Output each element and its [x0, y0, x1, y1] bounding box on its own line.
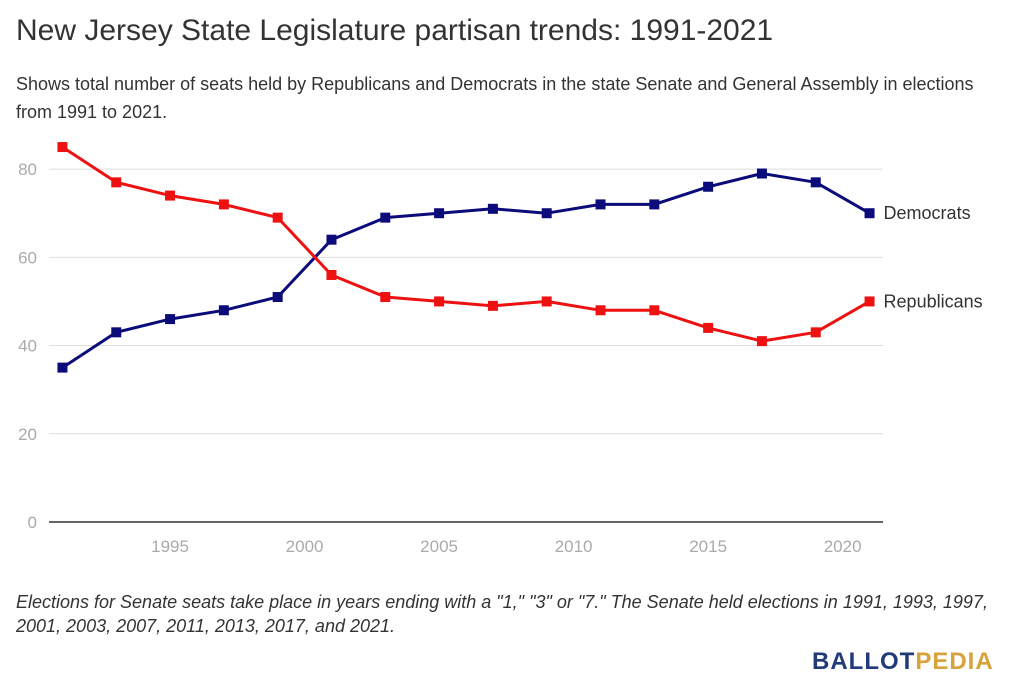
democrats-line	[61, 172, 871, 369]
democrats-point	[165, 314, 176, 325]
line-chart: 0 20 40 60 80 1995 2000 2005 2010 2015 2020 Democra…	[18, 142, 983, 556]
y-tick-label: 20	[18, 425, 37, 444]
democrats-point	[380, 212, 391, 223]
republicans-point	[326, 269, 337, 280]
republicans-point	[272, 212, 283, 223]
democrats-point	[434, 208, 445, 219]
republicans-point	[111, 177, 122, 188]
x-tick-label: 2000	[286, 537, 324, 556]
republicans-point	[756, 336, 767, 347]
x-tick-label: 2005	[420, 537, 458, 556]
republicans-point	[380, 292, 391, 303]
democrats-point	[272, 292, 283, 303]
republicans-point	[57, 142, 68, 153]
democrats-point	[703, 181, 714, 192]
democrats-point	[111, 327, 122, 338]
logo-part-pedia: PEDIA	[915, 648, 994, 675]
democrats-series-label: Democrats	[884, 203, 971, 223]
footnote: Elections for Senate seats take place in…	[16, 592, 988, 636]
republicans-point	[595, 305, 606, 316]
chart-subtitle: Shows total number of seats held by Repu…	[16, 74, 974, 122]
republicans-series-label: Republicans	[884, 291, 983, 311]
democrats-point	[487, 203, 498, 214]
republicans-point	[165, 190, 176, 201]
republicans-point	[703, 322, 714, 333]
republicans-point	[649, 305, 660, 316]
x-tick-label: 2015	[689, 537, 727, 556]
x-tick-label: 2020	[824, 537, 862, 556]
democrats-point	[541, 208, 552, 219]
ballotpedia-logo: BALLOTPEDIA	[812, 648, 994, 676]
republicans-point	[864, 296, 875, 307]
democrats-point	[756, 168, 767, 179]
x-tick-label: 1995	[151, 537, 189, 556]
democrats-point	[326, 234, 337, 245]
y-tick-label: 80	[18, 160, 37, 179]
democrats-point	[218, 305, 229, 316]
democrats-point	[864, 208, 875, 219]
republicans-line	[61, 145, 871, 343]
democrats-point	[810, 177, 821, 188]
democrats-point	[595, 199, 606, 210]
republicans-point	[541, 296, 552, 307]
y-tick-label: 0	[28, 513, 37, 532]
y-tick-label: 40	[18, 337, 37, 356]
chart-title: New Jersey State Legislature partisan tr…	[16, 14, 774, 47]
x-tick-label: 2010	[555, 537, 593, 556]
republicans-point	[218, 199, 229, 210]
democrats-point	[649, 199, 660, 210]
logo-part-ballot: BALLOT	[812, 648, 916, 675]
republicans-point	[810, 327, 821, 338]
republicans-point	[434, 296, 445, 307]
republicans-point	[487, 300, 498, 311]
democrats-point	[57, 362, 68, 373]
y-tick-label: 60	[18, 248, 37, 267]
